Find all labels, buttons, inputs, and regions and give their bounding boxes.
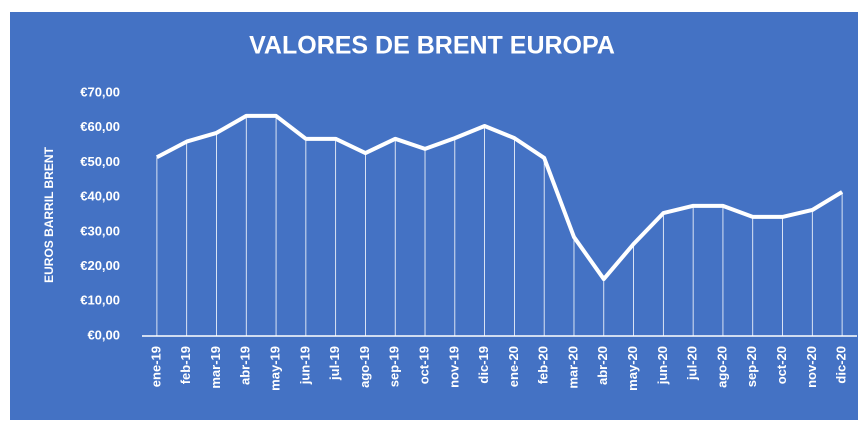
y-axis-title: EUROS BARRIL BRENT bbox=[42, 146, 56, 282]
data-line bbox=[155, 113, 844, 282]
y-tick-label: €40,00 bbox=[80, 189, 120, 204]
x-tick-label: ene-19 bbox=[148, 346, 163, 387]
y-tick-label: €0,00 bbox=[87, 327, 120, 342]
x-tick-label: abr-20 bbox=[595, 346, 610, 385]
y-tick-label: €10,00 bbox=[80, 293, 120, 308]
x-tick-label: nov-20 bbox=[804, 346, 819, 388]
x-tick-label: oct-20 bbox=[774, 346, 789, 384]
x-tick-label: dic-20 bbox=[834, 346, 849, 384]
x-tick-label: abr-19 bbox=[238, 346, 253, 385]
y-tick-label: €30,00 bbox=[80, 223, 120, 238]
x-tick-label: nov-19 bbox=[446, 346, 461, 388]
y-tick-label: €60,00 bbox=[80, 119, 120, 134]
x-tick-label: may-19 bbox=[268, 346, 283, 391]
x-tick-label: sep-20 bbox=[744, 346, 759, 387]
x-tick-label: ago-20 bbox=[714, 346, 729, 388]
y-tick-label: €20,00 bbox=[80, 258, 120, 273]
x-tick-label: feb-20 bbox=[536, 346, 551, 384]
x-tick-label: mar-20 bbox=[565, 346, 580, 389]
x-tick-label: jun-19 bbox=[297, 346, 312, 385]
x-tick-label: jul-19 bbox=[327, 346, 342, 381]
x-tick-label: sep-19 bbox=[387, 346, 402, 387]
x-tick-label: dic-19 bbox=[476, 346, 491, 384]
y-tick-label: €70,00 bbox=[80, 84, 120, 99]
x-tick-label: may-20 bbox=[625, 346, 640, 391]
x-tick-label: oct-19 bbox=[416, 346, 431, 384]
x-tick-label: ene-20 bbox=[506, 346, 521, 387]
x-tick-label: jun-20 bbox=[655, 346, 670, 385]
y-tick-label: €50,00 bbox=[80, 154, 120, 169]
x-tick-label: jul-20 bbox=[685, 346, 700, 381]
x-tick-label: mar-19 bbox=[208, 346, 223, 389]
x-tick-label: ago-19 bbox=[357, 346, 372, 388]
x-tick-label: feb-19 bbox=[178, 346, 193, 384]
chart-background bbox=[10, 12, 858, 420]
chart-title: VALORES DE BRENT EUROPA bbox=[249, 32, 615, 60]
